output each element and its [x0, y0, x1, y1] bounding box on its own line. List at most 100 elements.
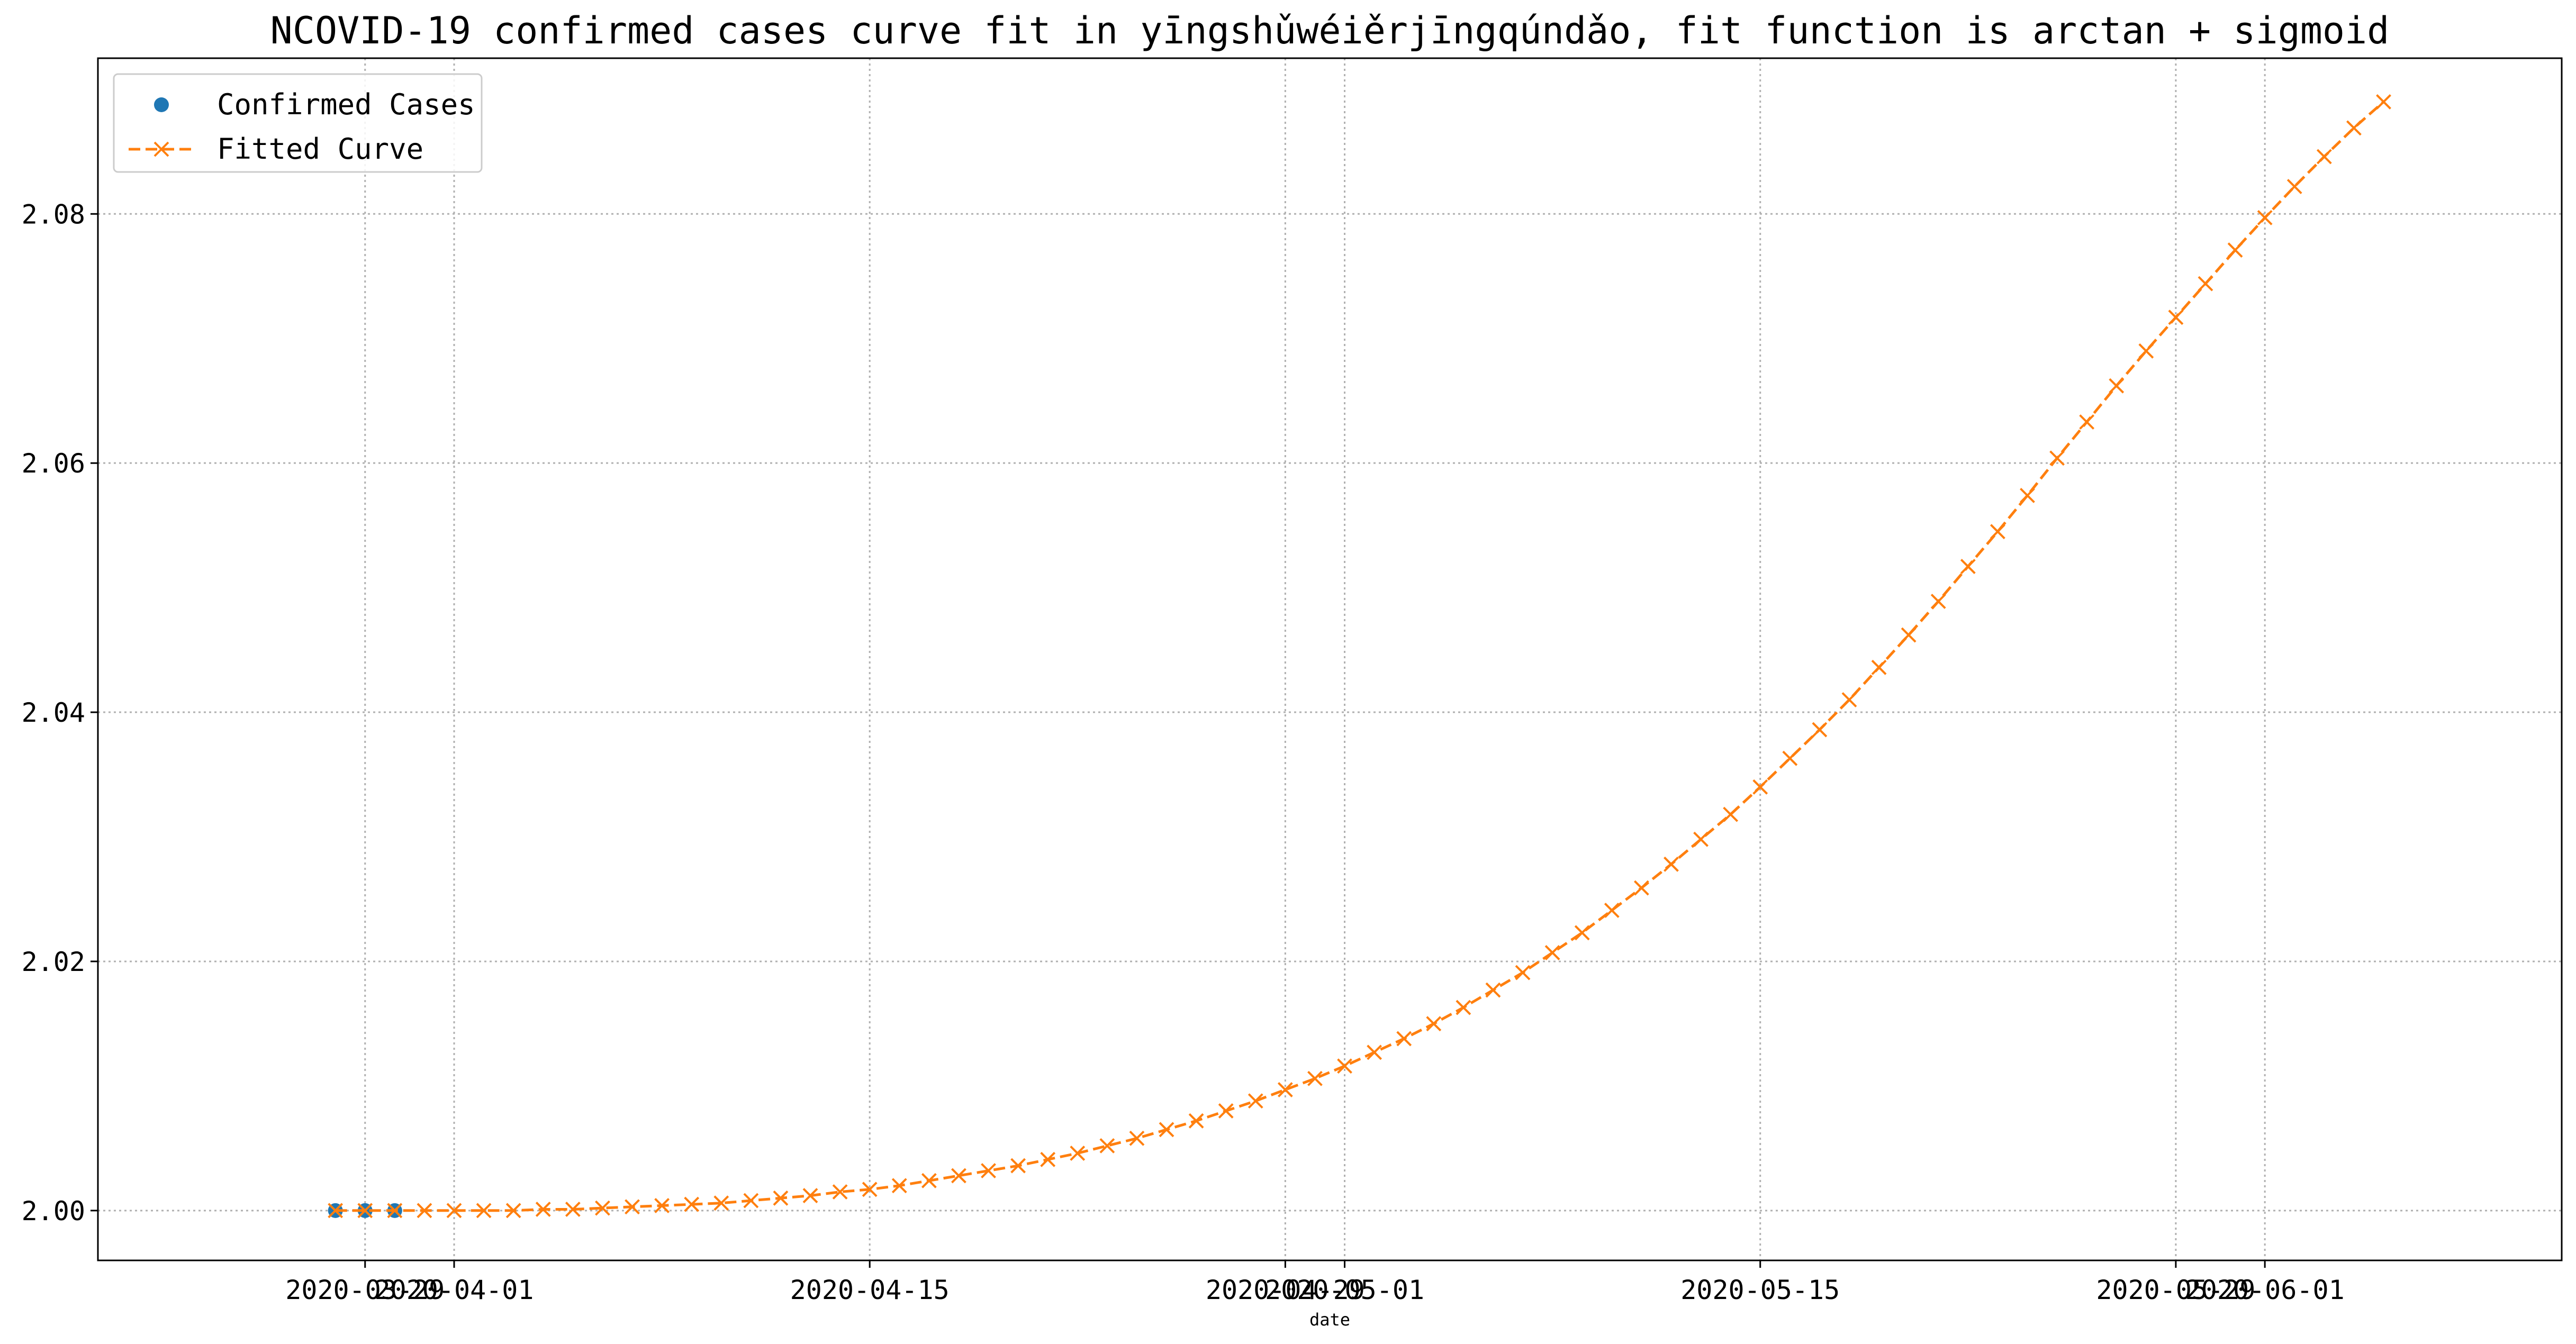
fitted-curve-point: [505, 1203, 521, 1219]
fitted-curve-point: [1248, 1093, 1263, 1109]
fitted-curve-point: [2049, 450, 2065, 466]
x-tick-label: 2020-03-29: [285, 1275, 445, 1305]
fitted-curve-point: [1218, 1103, 1234, 1119]
fitted-curve-point: [446, 1203, 462, 1219]
legend-marker-circle: [154, 97, 169, 112]
x-tick-label: 2020-05-29: [2096, 1275, 2255, 1305]
fitted-curve-point: [1604, 902, 1620, 918]
chart-title: NCOVID-19 confirmed cases curve fit in y…: [270, 9, 2390, 52]
x-tick-label: 2020-04-15: [790, 1275, 950, 1305]
fitted-curve-point: [713, 1195, 729, 1211]
legend-marker-x: [153, 141, 169, 157]
fitted-curve-point: [1307, 1070, 1323, 1086]
fitted-curve-point: [2079, 414, 2095, 430]
series-layer: [328, 94, 2391, 1219]
legend-label: Confirmed Cases: [217, 88, 475, 121]
y-tick-label: 2.00: [22, 1196, 85, 1227]
fitted-curve-point: [1574, 925, 1590, 941]
fitted-curve-point: [1367, 1045, 1382, 1060]
fitted-curve-point: [1544, 945, 1560, 960]
x-tick-label: 2020-06-01: [2185, 1275, 2345, 1305]
fitted-curve-point: [802, 1188, 818, 1203]
fitted-curve-point: [1633, 880, 1649, 896]
fitted-curve-point: [1664, 856, 1679, 872]
x-tick-label: 2020-04-29: [1206, 1275, 1365, 1305]
fitted-curve-point: [2020, 487, 2035, 503]
fitted-curve-point: [773, 1190, 789, 1206]
y-tick-label: 2.04: [22, 697, 85, 728]
fitted-curve-point: [1010, 1158, 1026, 1174]
fitted-curve-point: [1277, 1082, 1293, 1097]
fitted-curve-point: [2346, 120, 2362, 136]
fitted-curve-point: [1159, 1122, 1174, 1138]
fitted-curve-point: [1515, 965, 1531, 980]
fitted-curve-point: [565, 1202, 581, 1217]
x-tick-label: 2020-05-15: [1680, 1275, 1840, 1305]
fitted-curve-point: [2316, 149, 2332, 165]
legend-label: Fitted Curve: [217, 132, 423, 166]
fitted-curve-point: [1782, 750, 1798, 766]
y-tick-label: 2.08: [22, 199, 85, 230]
fitted-curve-point: [891, 1178, 907, 1194]
y-tick-label: 2.06: [22, 448, 85, 479]
fitted-curve-line: [335, 101, 2385, 1212]
fitted-curve-point: [417, 1203, 432, 1219]
fitted-curve-point: [1337, 1058, 1352, 1074]
fitted-curve-point: [743, 1193, 759, 1209]
fitted-curve-point: [832, 1184, 848, 1200]
fitted-curve-point: [1070, 1146, 1086, 1161]
fitted-curve-point: [1752, 779, 1768, 795]
fitted-curve-point: [1396, 1031, 1412, 1047]
x-tick-label: 2020-04-01: [374, 1275, 534, 1305]
x-tick-label: 2020-05-01: [1265, 1275, 1424, 1305]
fitted-curve-point: [328, 1203, 344, 1219]
fitted-curve-point: [1871, 659, 1887, 675]
x-axis-label: date: [1309, 1310, 1350, 1330]
fitted-curve-point: [2257, 210, 2273, 225]
fitted-curve-point: [2376, 94, 2391, 110]
fitted-curve-point: [2138, 343, 2154, 359]
fitted-curve-point: [1812, 722, 1828, 738]
y-tick-label: 2.02: [22, 947, 85, 977]
fitted-curve-point: [921, 1173, 937, 1188]
fitted-curve-point: [2198, 276, 2213, 292]
legend-item: Confirmed Cases: [154, 88, 475, 121]
fitted-curve-point: [2227, 242, 2243, 258]
fitted-curve-point: [1099, 1138, 1115, 1154]
fitted-curve-point: [1990, 524, 2005, 540]
fitted-curve-point: [1960, 559, 1976, 575]
fitted-curve-point: [2286, 179, 2302, 194]
series-fitted-curve: [328, 94, 2391, 1219]
fitted-curve-point: [1930, 594, 1946, 609]
fitted-curve-point: [862, 1182, 878, 1197]
fitted-curve-point: [1723, 806, 1739, 822]
fitted-curve-point: [476, 1203, 492, 1219]
fitted-curve-point: [1693, 831, 1709, 847]
fitted-curve-point: [1129, 1130, 1145, 1146]
y-axis: 2.00 2.02 2.04 2.06 2.08: [22, 199, 98, 1227]
fitted-curve-point: [625, 1199, 640, 1215]
fitted-curve-point: [951, 1168, 966, 1184]
fitted-curve-point: [595, 1200, 610, 1216]
fitted-curve-point: [1485, 982, 1501, 998]
grid-layer: [98, 58, 2562, 1260]
fitted-curve-point: [2109, 378, 2125, 394]
legend: Confirmed Cases Fitted Curve: [113, 73, 483, 173]
fitted-curve-point: [1188, 1113, 1204, 1129]
fitted-curve-point: [535, 1202, 551, 1217]
fitted-curve-point: [654, 1197, 670, 1213]
legend-box: [113, 73, 483, 173]
fitted-curve-point: [684, 1196, 700, 1212]
fitted-curve-point: [1040, 1151, 1056, 1167]
fitted-curve-point: [357, 1203, 373, 1219]
plot-frame: [97, 57, 2563, 1261]
fitted-curve-point: [1456, 1000, 1471, 1015]
fitted-curve-point: [2168, 310, 2184, 325]
fitted-curve-point: [1426, 1016, 1442, 1032]
legend-item: Fitted Curve: [129, 132, 423, 166]
fitted-curve-point: [1841, 692, 1857, 707]
